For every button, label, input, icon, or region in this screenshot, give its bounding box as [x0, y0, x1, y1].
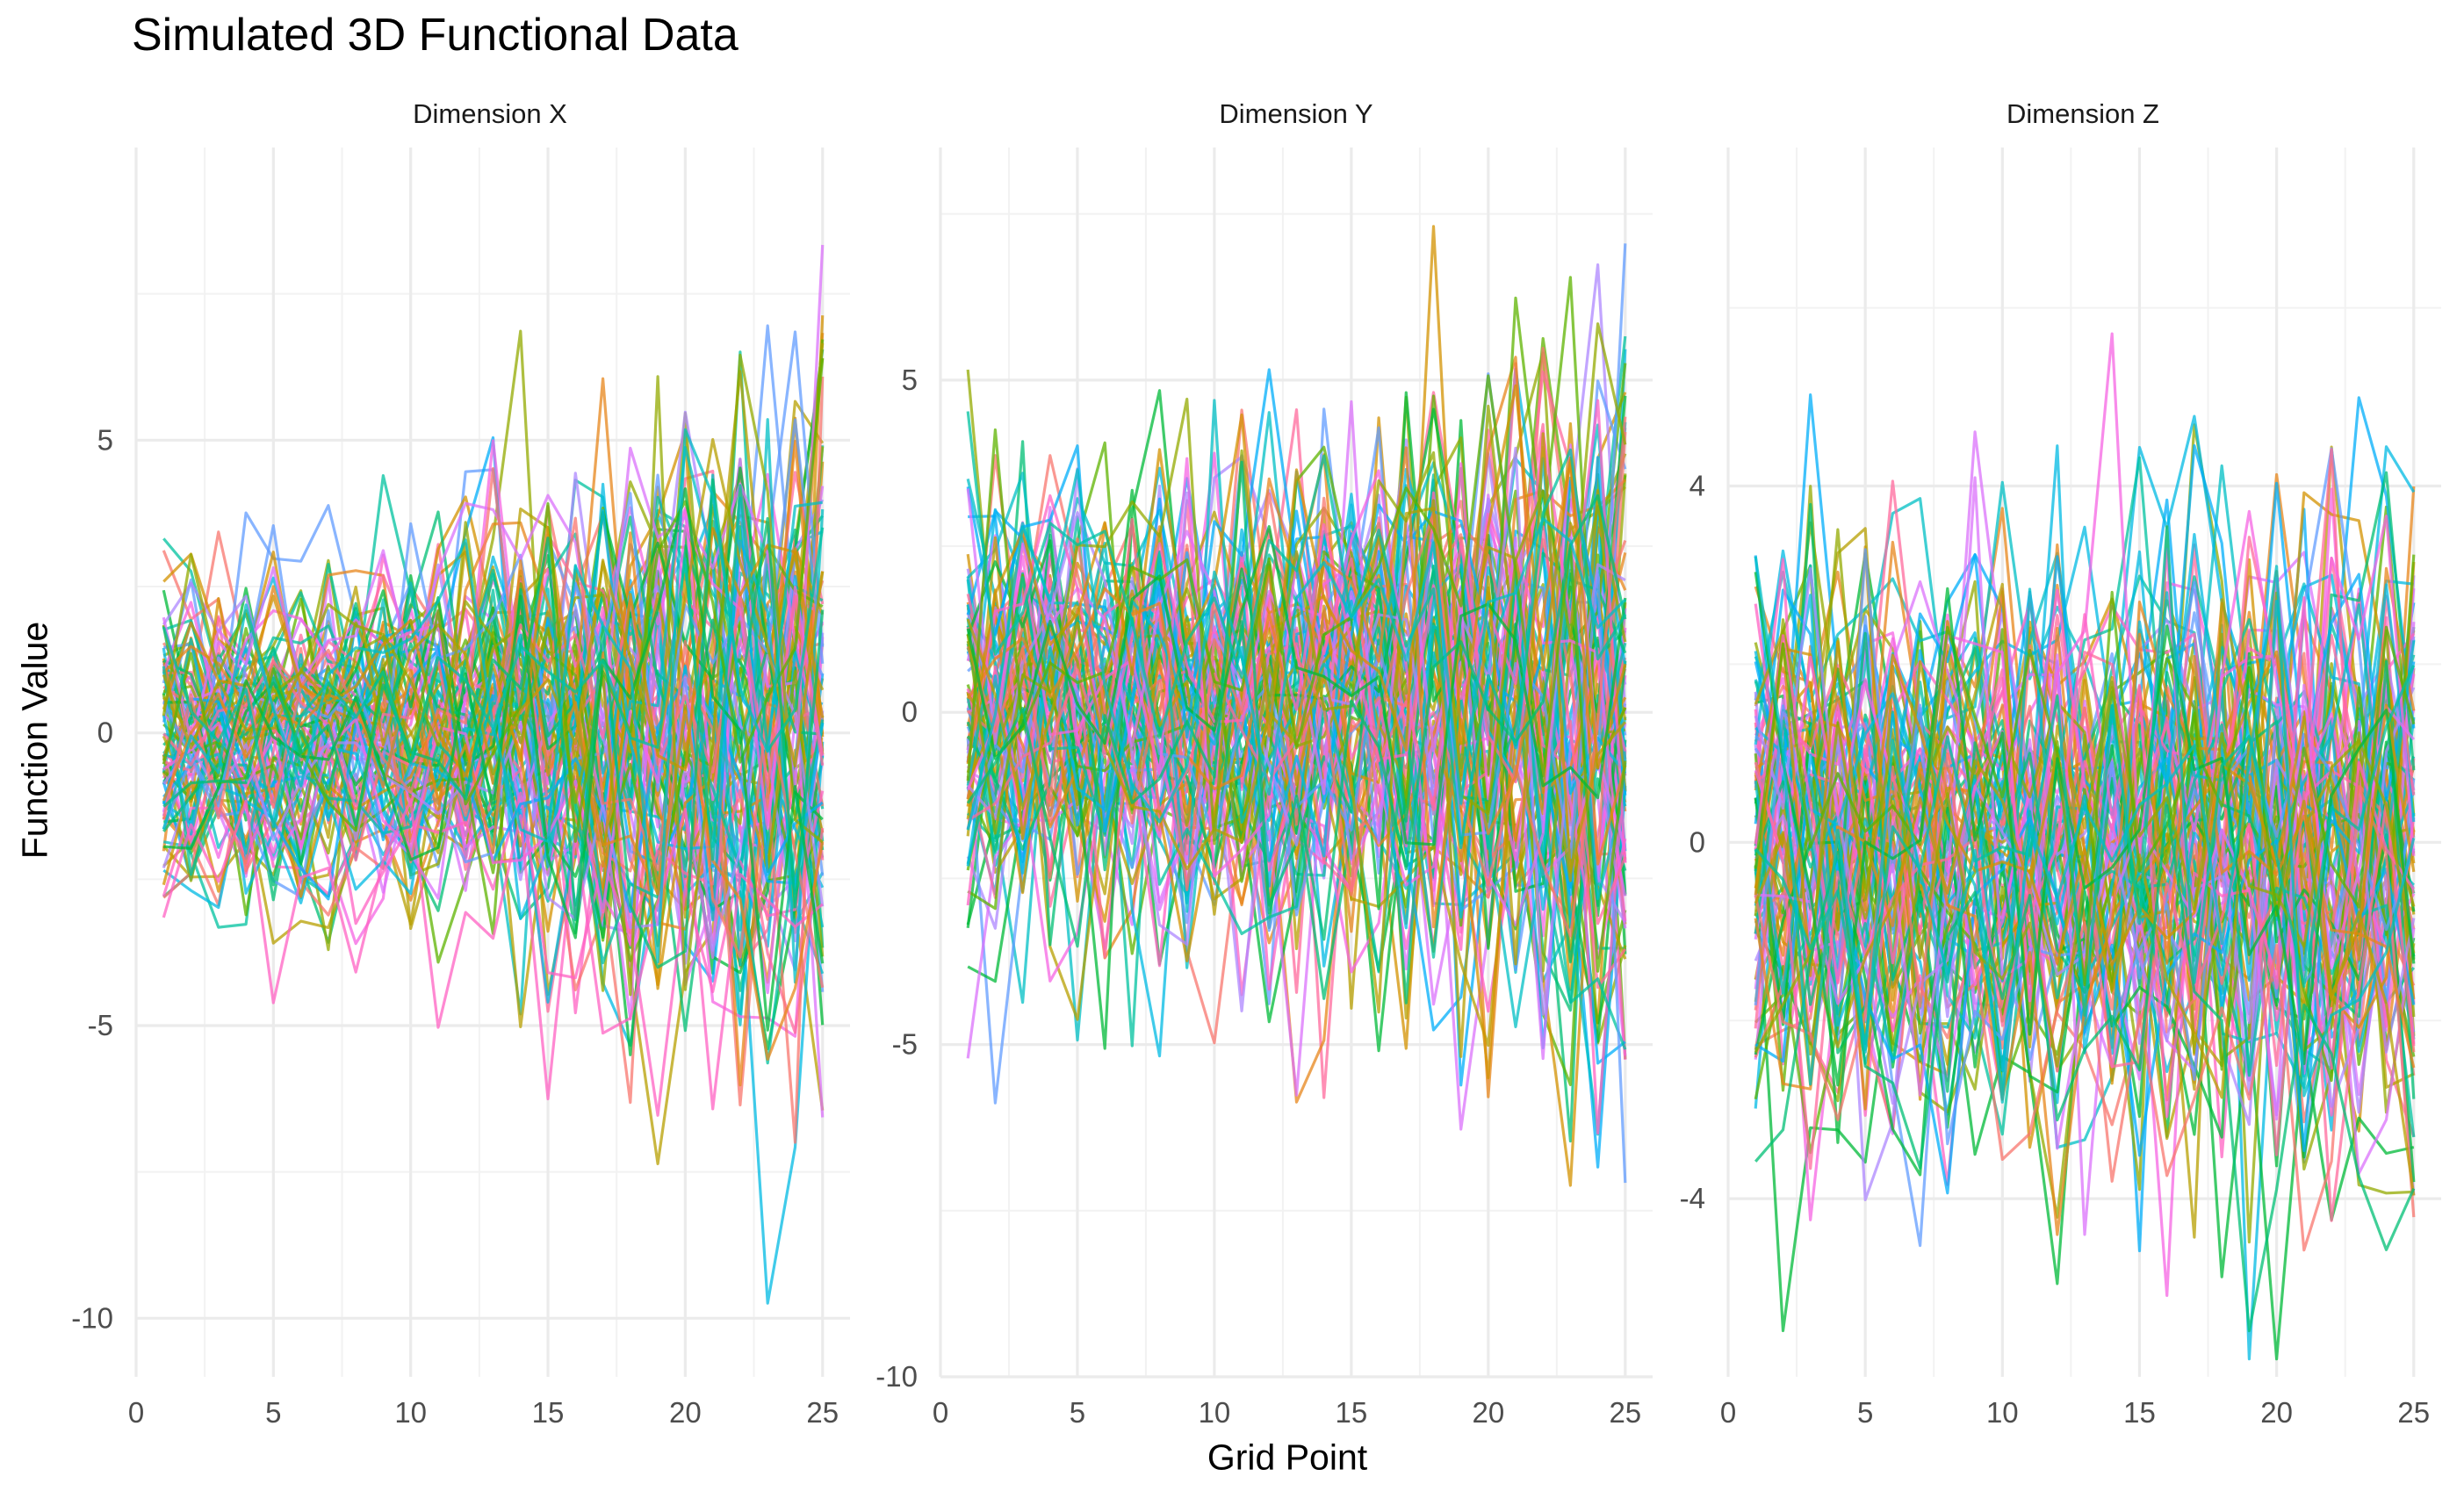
x-axis-label: Grid Point: [1207, 1437, 1368, 1478]
series-line: [1754, 738, 2416, 1196]
series-line: [1754, 722, 2416, 1159]
x-tick-label: 0: [128, 1396, 144, 1429]
y-tick-label: 0: [97, 717, 113, 749]
series-line: [966, 399, 1627, 863]
y-tick-label: 0: [1689, 825, 1705, 858]
series-line: [966, 225, 1627, 769]
x-tick-label: 5: [265, 1396, 281, 1429]
x-tick-label: 25: [2397, 1396, 2430, 1429]
series-line: [966, 524, 1627, 846]
series-line: [162, 353, 824, 997]
x-tick-label: 10: [1986, 1396, 2019, 1429]
series-line: [1754, 639, 2416, 998]
y-tick-label: 0: [902, 695, 918, 728]
series-line: [162, 437, 825, 776]
x-tick-label: 15: [2123, 1396, 2156, 1429]
series-line: [966, 389, 1627, 1050]
series-line: [966, 468, 1626, 831]
series-line: [1754, 753, 2416, 1195]
series-line: [162, 648, 825, 1065]
series-group: [1754, 332, 2416, 1361]
x-tick-label: 0: [1720, 1396, 1736, 1429]
x-tick-label: 25: [1609, 1396, 1641, 1429]
series-line: [966, 416, 1627, 938]
x-tick-label: 25: [806, 1396, 839, 1429]
series-line: [966, 533, 1627, 1184]
series-line: [1754, 752, 2416, 1252]
series-line: [1754, 596, 2416, 1119]
x-tick-label: 10: [1199, 1396, 1231, 1429]
series-line: [1754, 803, 2416, 1333]
series-line: [966, 421, 1627, 1080]
panel-1: 0 5 10 15 20 25 5 0 -5 -10: [71, 148, 850, 1429]
x-tick-label: 0: [933, 1396, 948, 1429]
x-tick-label: 20: [2260, 1396, 2293, 1429]
panel-2: 0 5 10 15 20 25 5 0 -5 -10: [875, 148, 1653, 1429]
y-tick-label: 5: [902, 364, 918, 396]
series-line: [1754, 414, 2416, 877]
series-line: [966, 573, 1627, 862]
series-line: [1754, 572, 2416, 1087]
series-line: [162, 439, 825, 802]
series-line: [1754, 554, 2416, 1092]
series-line: [1754, 686, 2416, 1068]
y-tick-label: 4: [1689, 470, 1705, 502]
y-tick-label: -5: [88, 1009, 113, 1041]
x-tick-label: 15: [532, 1396, 565, 1429]
series-line: [1754, 556, 2416, 1104]
series-line: [162, 418, 825, 808]
series-line: [162, 244, 825, 791]
series-line: [162, 466, 825, 989]
series-line: [163, 486, 825, 1032]
series-line: [1754, 590, 2416, 987]
y-tick-label: 5: [97, 423, 113, 456]
series-line: [162, 799, 824, 1111]
y-tick-label: -10: [71, 1301, 113, 1334]
y-tick-label: -5: [892, 1028, 918, 1061]
series-group: [162, 244, 825, 1305]
strip-label-dimension-z: Dimension Z: [2007, 98, 2159, 129]
series-line: [162, 653, 825, 952]
strip-label-dimension-y: Dimension Y: [1219, 98, 1373, 129]
x-tick-label: 10: [394, 1396, 427, 1429]
series-line: [966, 446, 1626, 1016]
y-tick-label: -10: [875, 1360, 918, 1393]
series-line: [162, 721, 825, 1117]
x-tick-label: 15: [1336, 1396, 1368, 1429]
series-line: [966, 411, 1627, 850]
panel-3: 0 5 10 15 20 25 4 0 -4: [1680, 148, 2441, 1429]
series-line: [966, 446, 1627, 929]
x-tick-label: 5: [1070, 1396, 1085, 1429]
series-line: [162, 358, 825, 843]
strip-label-dimension-x: Dimension X: [413, 98, 567, 129]
series-line: [162, 547, 825, 990]
x-tick-label: 20: [1472, 1396, 1504, 1429]
y-tick-label: -4: [1680, 1182, 1705, 1214]
series-line: [1754, 448, 2416, 1029]
series-line: [162, 428, 823, 964]
series-group: [966, 225, 1627, 1187]
chart-title: Simulated 3D Functional Data: [132, 10, 738, 61]
series-line: [966, 374, 1627, 973]
series-line: [162, 478, 825, 969]
x-tick-label: 20: [669, 1396, 702, 1429]
x-tick-label: 5: [1857, 1396, 1873, 1429]
